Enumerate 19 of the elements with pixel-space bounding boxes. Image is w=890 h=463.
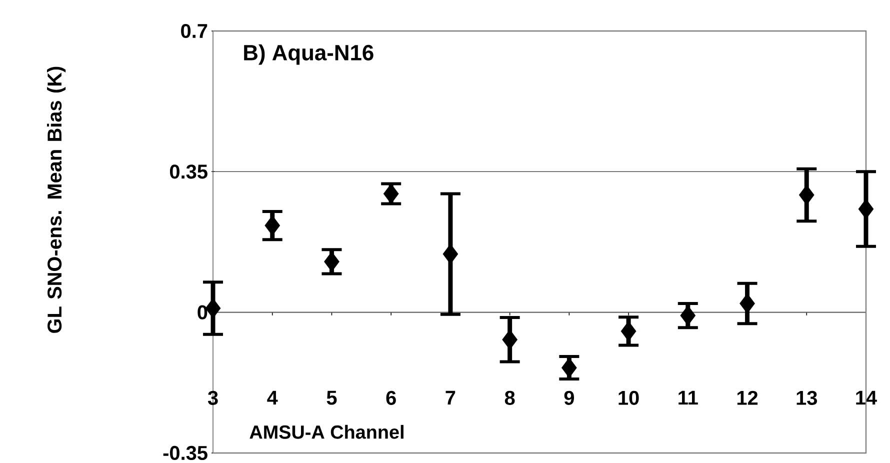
x-tick-label: 7 xyxy=(446,390,456,404)
y-tick-label: 0 xyxy=(198,305,208,320)
x-tick-label: 10 xyxy=(618,390,639,405)
y-axis-title: GL SNO-ens. Mean Bias (K) xyxy=(47,66,66,333)
x-tick-label: 13 xyxy=(796,390,817,405)
y-tick-label: 0.7 xyxy=(181,24,208,38)
x-tick-label: 4 xyxy=(267,390,278,404)
x-tick-label: 6 xyxy=(386,390,396,405)
x-tick-label: 8 xyxy=(504,390,515,405)
x-tick-label: 5 xyxy=(326,390,337,405)
text: B) Aqua-N16 xyxy=(244,44,374,65)
x-tick-label: 11 xyxy=(678,390,698,404)
x-axis-title: AMSU-A Channel xyxy=(250,424,404,439)
x-tick-label: 9 xyxy=(564,390,574,405)
x-tick-label: 3 xyxy=(208,390,218,405)
y-tick-label: 0.35 xyxy=(170,164,208,179)
x-tick-label: 12 xyxy=(737,390,758,405)
x-tick-label: 14 xyxy=(856,390,877,404)
y-tick-label: -0.35 xyxy=(163,446,208,460)
